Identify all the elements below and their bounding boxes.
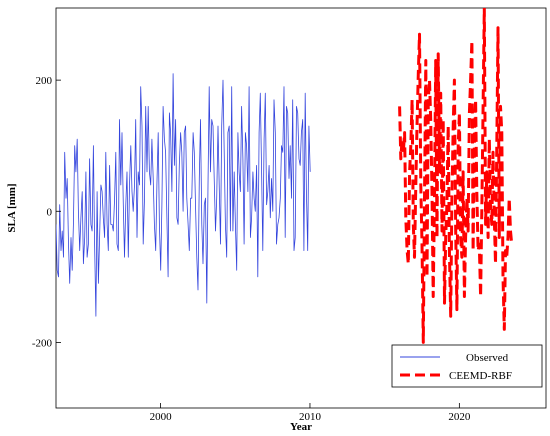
y-axis-label: SLA [mm] bbox=[6, 183, 18, 232]
legend-label-observed: Observed bbox=[466, 352, 509, 364]
x-axis-label: Year bbox=[290, 421, 312, 433]
x-tick-label: 2010 bbox=[299, 411, 322, 423]
series-layer bbox=[56, 8, 514, 344]
legend: Observed CEEMD-RBF bbox=[391, 344, 543, 388]
series-line-observed bbox=[56, 73, 311, 317]
y-tick-label: 0 bbox=[47, 206, 53, 218]
series-line-ceemd-rbf bbox=[398, 8, 514, 344]
x-axis: 2000 2010 2020 bbox=[150, 403, 471, 423]
x-tick-label: 2000 bbox=[150, 411, 173, 423]
legend-label-ceemd-rbf: CEEMD-RBF bbox=[449, 370, 512, 382]
y-axis: -200 0 200 bbox=[32, 75, 61, 349]
plot-area bbox=[56, 8, 514, 344]
x-tick-label: 2020 bbox=[448, 411, 471, 423]
legend-box bbox=[391, 344, 543, 388]
y-tick-label: -200 bbox=[32, 337, 53, 349]
y-tick-label: 200 bbox=[36, 75, 53, 87]
